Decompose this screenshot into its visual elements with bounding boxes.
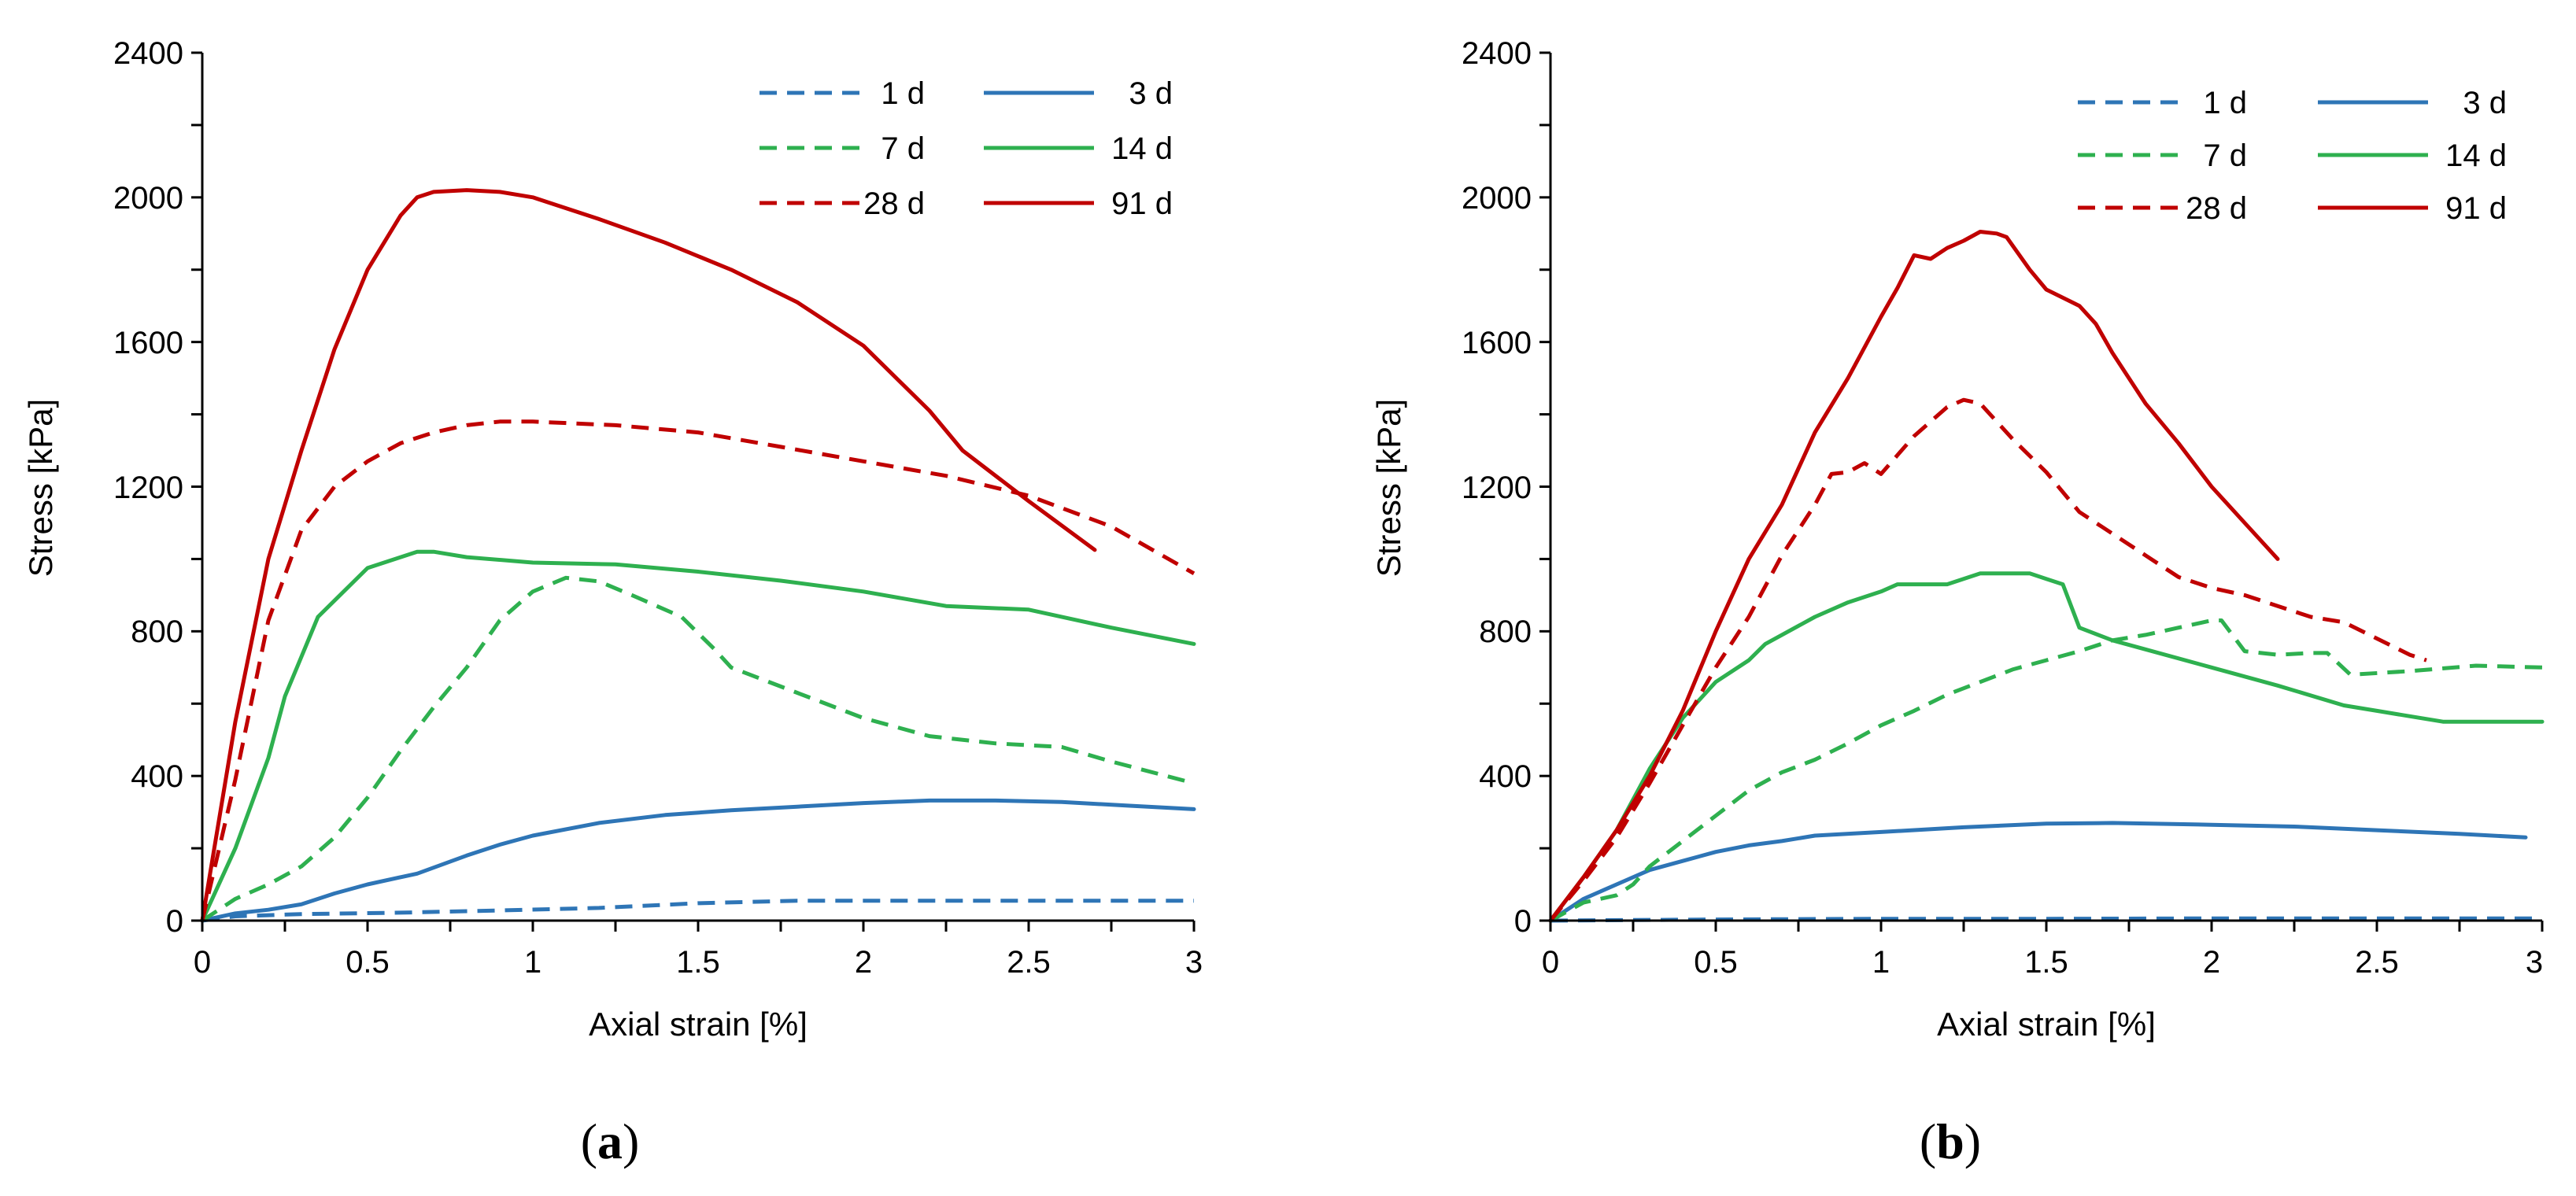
series-line-3d [1548, 821, 2528, 923]
tick-marks [191, 51, 1196, 932]
x-tick-label: 1.5 [676, 945, 720, 980]
legend-label: 3 d [1129, 76, 1173, 111]
axes-frame [201, 53, 1194, 922]
x-tick-label: 2.5 [1007, 945, 1051, 980]
x-tick-label: 3 [1185, 945, 1203, 980]
series-line-28d [200, 419, 1196, 921]
series-line-28d [1549, 397, 2427, 922]
legend-label: 91 d [2445, 191, 2507, 226]
legend-entry: 3 d [984, 76, 1173, 111]
x-tick-labels: 0 0.5 1 1.5 2 2.5 3 [194, 945, 1203, 980]
legend-entry: 1 d [2078, 86, 2247, 120]
legend-entry: 7 d [2078, 138, 2247, 173]
y-tick-label: 400 [131, 759, 183, 794]
x-tick-label: 2 [2203, 945, 2220, 980]
legend-entry: 91 d [2318, 191, 2507, 226]
x-tick-label: 1.5 [2024, 945, 2068, 980]
legend-label: 91 d [1111, 186, 1173, 221]
series-line-14d [200, 549, 1196, 923]
y-tick-label: 0 [166, 904, 183, 939]
legend-label: 14 d [2445, 138, 2507, 173]
y-tick-label: 1200 [1462, 471, 1532, 505]
tick-marks [1539, 51, 2544, 932]
y-tick-label: 1200 [113, 471, 183, 505]
y-axis-title: Stress [kPa] [22, 399, 59, 577]
legend-entry: 7 d [759, 131, 925, 166]
legend-entry: 3 d [2318, 86, 2507, 120]
legend: 1 d 3 d 7 d 14 d 28 d 91 d [759, 76, 1173, 221]
legend-label: 7 d [881, 131, 925, 166]
y-tick-label: 0 [1514, 904, 1532, 939]
x-tick-label: 1 [524, 945, 541, 980]
series-group [1548, 230, 2545, 923]
y-tick-label: 2000 [1462, 181, 1532, 216]
x-tick-label: 1 [1872, 945, 1890, 980]
legend-label: 28 d [863, 186, 925, 221]
legend-label: 1 d [881, 76, 925, 111]
y-tick-label: 2000 [113, 181, 183, 216]
y-tick-label: 1600 [1462, 326, 1532, 360]
y-tick-labels: 0 400 800 1200 1600 2000 2400 [1462, 36, 1532, 939]
legend-entry: 1 d [759, 76, 925, 111]
x-tick-label: 0.5 [1694, 945, 1738, 980]
chart-panel-b: 0 400 800 1200 1600 2000 2400 0 0.5 1 1.… [1370, 36, 2545, 1169]
legend-label: 28 d [2186, 191, 2247, 226]
series-line-3d [200, 798, 1196, 923]
y-tick-label: 2400 [113, 36, 183, 71]
x-axis-title: Axial strain [%] [1937, 1006, 2156, 1043]
legend-label: 3 d [2463, 86, 2507, 120]
series-line-91d [200, 188, 1097, 923]
series-line-91d [1548, 230, 2280, 923]
legend-entry: 14 d [2318, 138, 2507, 173]
x-tick-labels: 0 0.5 1 1.5 2 2.5 3 [1542, 945, 2543, 980]
panel-label-b: (b) [1920, 1113, 1981, 1169]
x-tick-label: 0 [1542, 945, 1559, 980]
y-tick-label: 800 [1479, 615, 1532, 649]
x-axis-title: Axial strain [%] [589, 1006, 808, 1043]
x-tick-label: 2.5 [2355, 945, 2399, 980]
y-tick-label: 1600 [113, 326, 183, 360]
panel-label-a: (a) [581, 1113, 640, 1169]
y-tick-labels: 0 400 800 1200 1600 2000 2400 [113, 36, 183, 939]
x-tick-label: 2 [855, 945, 872, 980]
y-tick-label: 400 [1479, 759, 1532, 794]
x-tick-label: 3 [2526, 945, 2543, 980]
legend-entry: 14 d [984, 131, 1173, 166]
series-group [200, 188, 1196, 923]
y-tick-label: 2400 [1462, 36, 1532, 71]
axes-frame [1549, 53, 2542, 922]
series-line-7d [1549, 618, 2543, 923]
x-tick-label: 0.5 [346, 945, 390, 980]
series-line-1d [201, 899, 1194, 923]
legend-entry: 28 d [759, 186, 925, 221]
series-line-14d [1548, 571, 2545, 923]
legend-label: 1 d [2203, 86, 2247, 120]
legend-label: 14 d [1111, 131, 1173, 166]
series-line-7d [201, 575, 1195, 923]
x-tick-label: 0 [194, 945, 211, 980]
legend: 1 d 3 d 7 d 14 d 28 d 91 d [2078, 86, 2507, 226]
legend-label: 7 d [2203, 138, 2247, 173]
y-tick-label: 800 [131, 615, 183, 649]
chart-panel-a: 0 400 800 1200 1600 2000 2400 0 0.5 1 1.… [22, 36, 1203, 1169]
y-axis-title: Stress [kPa] [1370, 399, 1407, 577]
legend-entry: 91 d [984, 186, 1173, 221]
legend-entry: 28 d [2078, 191, 2247, 226]
